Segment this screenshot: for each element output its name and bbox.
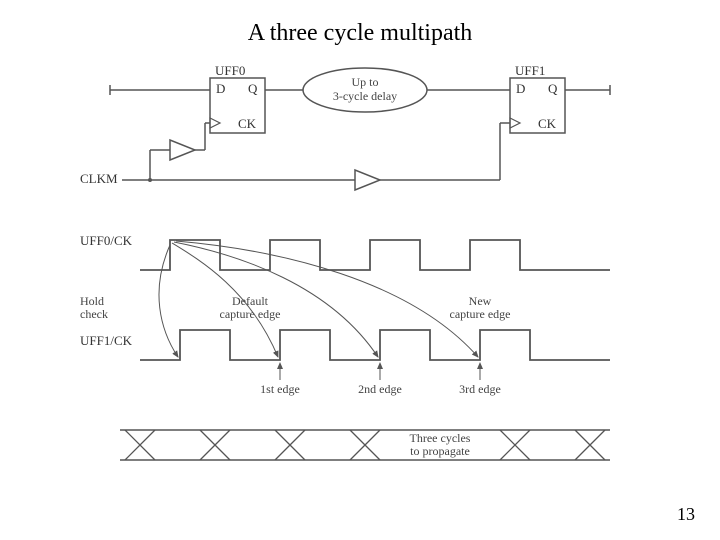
mid-arrow: [174, 242, 378, 357]
hold-arrow: [159, 245, 178, 357]
diagram-svg: UFF0 D Q CK Up to 3-cycle delay UFF1 D Q…: [80, 60, 640, 490]
uff0-q: Q: [248, 81, 258, 96]
uff1ck-wave: [140, 330, 610, 360]
delay-line1: Up to: [352, 75, 379, 89]
new-l2: capture edge: [450, 307, 511, 321]
uff1ck-label: UFF1/CK: [80, 333, 133, 348]
new-arrow: [176, 241, 478, 357]
uff0-d: D: [216, 81, 225, 96]
delay-line2: 3-cycle delay: [333, 89, 397, 103]
page-title: A three cycle multipath: [0, 20, 720, 47]
uff1-ck: CK: [538, 116, 557, 131]
clkm-label: CLKM: [80, 171, 118, 186]
uff1-d: D: [516, 81, 525, 96]
uff1-q: Q: [548, 81, 558, 96]
uff0-label: UFF0: [215, 63, 245, 78]
edge2-label: 2nd edge: [358, 382, 402, 396]
edge3-label: 3rd edge: [459, 382, 501, 396]
uff1-label: UFF1: [515, 63, 545, 78]
uff0-ck: CK: [238, 116, 257, 131]
hold-l2: check: [80, 307, 108, 321]
page-number: 13: [677, 504, 695, 525]
eye-diagram: Three cycles to propagate: [120, 430, 610, 460]
default-l1: Default: [232, 294, 269, 308]
hold-l1: Hold: [80, 294, 104, 308]
uff0ck-label: UFF0/CK: [80, 233, 133, 248]
buffer2-icon: [355, 170, 380, 190]
edge1-label: 1st edge: [260, 382, 300, 396]
eye-l1: Three cycles: [410, 431, 471, 445]
eye-l2: to propagate: [410, 444, 470, 458]
buffer1-icon: [170, 140, 195, 160]
new-l1: New: [469, 294, 492, 308]
